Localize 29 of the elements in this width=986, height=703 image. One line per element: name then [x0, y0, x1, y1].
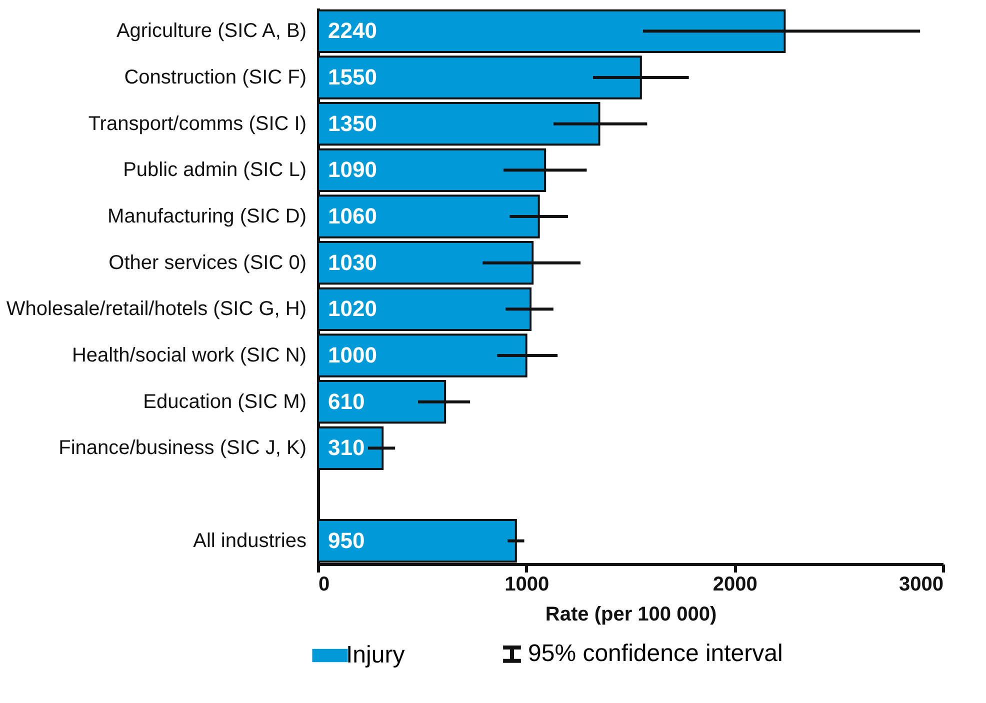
x-tick-label: 0	[318, 574, 330, 596]
data-label: 1030	[328, 250, 377, 275]
text: 95% confidence interval	[528, 640, 783, 668]
data-label: 310	[328, 435, 365, 460]
data-label: 950	[328, 528, 365, 553]
y-tick-label: Construction (SIC F)	[124, 66, 306, 88]
data-label: 1090	[328, 157, 377, 182]
x-axis-title: Rate (per 100 000)	[545, 604, 717, 626]
data-label: 1000	[328, 342, 377, 368]
y-tick-label: Transport/comms (SIC I)	[88, 112, 306, 135]
y-tick-label: Finance/business (SIC J, K)	[58, 437, 306, 460]
x-tick-label: 3000	[899, 574, 944, 596]
y-tick-label: Other services (SIC 0)	[108, 252, 306, 274]
y-tick-label: Education (SIC M)	[143, 390, 306, 413]
data-label: 1060	[328, 204, 377, 228]
data-label: 1550	[328, 64, 377, 90]
y-tick-label: Wholesale/retail/hotels (SIC G, H)	[6, 298, 306, 320]
x-tick-label: 2000	[712, 574, 758, 596]
y-tick-label: Health/social work (SIC N)	[72, 344, 306, 366]
y-tick-label: Agriculture (SIC A, B)	[116, 20, 306, 42]
data-label: 610	[328, 388, 365, 414]
x-tick-label: 1000	[504, 574, 550, 596]
y-tick-label: All industries	[193, 530, 306, 552]
data-label: 1350	[328, 110, 377, 136]
data-label: 1020	[328, 296, 377, 322]
y-tick-label: Manufacturing (SIC D)	[108, 206, 306, 228]
legend-label: Injury	[346, 642, 405, 668]
data-label: 2240	[328, 18, 377, 44]
y-tick-label: Public admin (SIC L)	[123, 159, 306, 182]
